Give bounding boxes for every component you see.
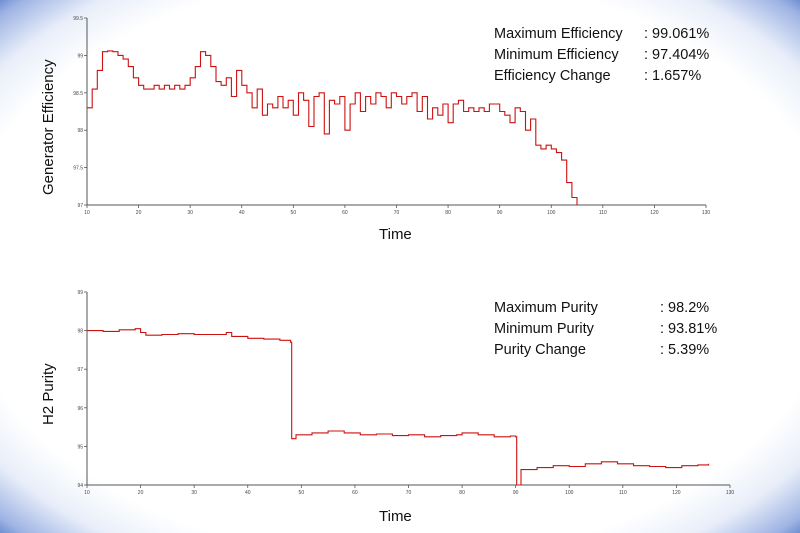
x-tick-label: 50 — [291, 210, 297, 216]
y-tick-label: 98.5 — [73, 91, 83, 97]
efficiency-stats-box: Maximum Efficiency : 99.061% Minimum Eff… — [494, 24, 709, 87]
x-tick-label: 130 — [726, 490, 735, 496]
y-tick-label: 98 — [77, 128, 83, 134]
stat-max-efficiency: Maximum Efficiency : 99.061% — [494, 24, 709, 45]
data-series-line — [87, 50, 578, 205]
x-tick-label: 40 — [245, 490, 251, 496]
stat-label: Maximum Purity — [494, 300, 598, 316]
x-tick-label: 90 — [497, 210, 503, 216]
efficiency-x-axis-label: Time — [379, 226, 412, 243]
stat-purity-change: Purity Change : 5.39% — [494, 340, 717, 361]
purity-y-axis-label: H2 Purity — [40, 363, 57, 425]
x-tick-label: 30 — [187, 210, 193, 216]
x-tick-label: 30 — [191, 490, 197, 496]
x-tick-label: 20 — [138, 490, 144, 496]
x-tick-label: 70 — [394, 210, 400, 216]
stat-max-purity: Maximum Purity : 98.2% — [494, 298, 717, 319]
y-tick-label: 94 — [77, 483, 83, 489]
purity-chart-panel: 10 20 30 40 50 60 70 80 90 100 110 120 130 99 98 97 96 95… — [0, 268, 800, 533]
stat-label: Minimum Purity — [494, 321, 594, 337]
y-tick-label: 99.5 — [73, 16, 83, 22]
x-tick-label: 110 — [619, 490, 627, 496]
efficiency-chart-panel: 10 20 30 40 50 60 70 80 90 100 110 120 130 99.5 99 98.5… — [0, 0, 800, 260]
x-tick-label: 120 — [650, 210, 659, 216]
y-tick-label: 97 — [77, 203, 83, 209]
stat-label: Maximum Efficiency — [494, 26, 623, 42]
x-tick-label: 110 — [599, 210, 607, 216]
stat-label: Efficiency Change — [494, 68, 611, 84]
efficiency-y-axis-label: Generator Efficiency — [40, 59, 57, 195]
stat-label: Minimum Efficiency — [494, 47, 619, 63]
x-tick-label: 20 — [136, 210, 142, 216]
x-tick-label: 130 — [702, 210, 711, 216]
y-tick-label: 97 — [77, 367, 83, 373]
purity-chart: 10 20 30 40 50 60 70 80 90 100 110 120 130 99 98 97 96 95… — [77, 290, 735, 496]
stat-value: : 97.404% — [644, 47, 710, 63]
x-tick-label: 90 — [513, 490, 519, 496]
x-tick-label: 60 — [352, 490, 358, 496]
y-tick-label: 95 — [77, 444, 83, 450]
x-tick-label: 70 — [406, 490, 412, 496]
x-tick-label: 80 — [459, 490, 465, 496]
stat-value: : 98.2% — [660, 300, 710, 316]
stat-min-purity: Minimum Purity : 93.81% — [494, 319, 717, 340]
efficiency-chart: 10 20 30 40 50 60 70 80 90 100 110 120 130 99.5 99 98.5… — [73, 16, 711, 216]
stat-min-efficiency: Minimum Efficiency : 97.404% — [494, 45, 709, 66]
x-tick-label: 10 — [84, 210, 90, 216]
x-tick-label: 40 — [239, 210, 245, 216]
y-tick-label: 99 — [77, 53, 83, 59]
y-tick-label: 98 — [77, 329, 83, 335]
stat-value: : 5.39% — [660, 342, 710, 358]
stat-efficiency-change: Efficiency Change : 1.657% — [494, 66, 709, 87]
y-tick-label: 96 — [77, 406, 83, 412]
x-tick-label: 80 — [445, 210, 451, 216]
x-tick-label: 50 — [299, 490, 305, 496]
y-tick-label: 97.5 — [73, 166, 83, 172]
x-tick-label: 60 — [342, 210, 348, 216]
x-tick-label: 120 — [672, 490, 681, 496]
stat-label: Purity Change — [494, 342, 586, 358]
stat-value: : 93.81% — [660, 321, 718, 337]
x-tick-label: 10 — [84, 490, 90, 496]
purity-x-axis-label: Time — [379, 508, 412, 525]
x-tick-label: 100 — [547, 210, 556, 216]
y-tick-label: 99 — [77, 290, 83, 296]
purity-stats-box: Maximum Purity : 98.2% Minimum Purity : … — [494, 298, 717, 361]
x-tick-label: 100 — [565, 490, 574, 496]
data-series-line — [87, 328, 710, 486]
stat-value: : 99.061% — [644, 26, 710, 42]
stat-value: : 1.657% — [644, 68, 702, 84]
